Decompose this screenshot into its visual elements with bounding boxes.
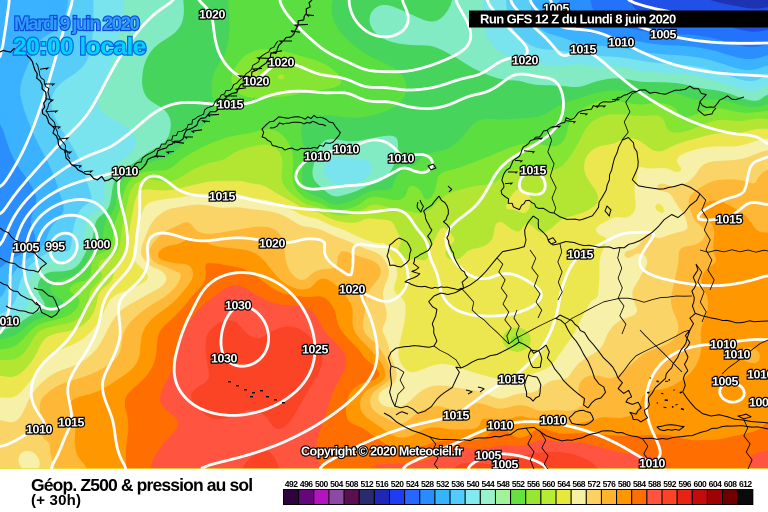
svg-text:1010: 1010 <box>540 414 566 428</box>
svg-text:1005: 1005 <box>13 241 39 255</box>
svg-text:1020: 1020 <box>339 283 365 297</box>
svg-text:1010: 1010 <box>487 419 513 433</box>
svg-text:1015: 1015 <box>58 416 84 430</box>
svg-text:1020: 1020 <box>243 75 269 89</box>
svg-text:1020: 1020 <box>512 54 538 68</box>
svg-text:1010: 1010 <box>710 338 736 352</box>
svg-text:1030: 1030 <box>211 352 237 366</box>
svg-text:1005: 1005 <box>475 449 501 463</box>
svg-text:1015: 1015 <box>520 164 546 178</box>
svg-text:1015: 1015 <box>716 213 742 227</box>
svg-text:1020: 1020 <box>199 8 225 22</box>
svg-text:1030: 1030 <box>225 299 251 313</box>
svg-text:1025: 1025 <box>302 343 328 357</box>
svg-text:1010: 1010 <box>112 165 138 179</box>
svg-text:1020: 1020 <box>259 237 285 251</box>
svg-text:1010: 1010 <box>747 368 768 382</box>
svg-text:1020: 1020 <box>268 56 294 70</box>
svg-text:1010: 1010 <box>333 143 359 157</box>
svg-text:1005: 1005 <box>492 458 518 470</box>
svg-text:1000: 1000 <box>84 238 110 252</box>
svg-text:Copyright © 2020 Meteociel.fr: Copyright © 2020 Meteociel.fr <box>301 445 463 459</box>
svg-text:1015: 1015 <box>570 43 596 57</box>
svg-text:1010: 1010 <box>26 423 52 437</box>
svg-text:1010: 1010 <box>388 152 414 166</box>
svg-text:Mardi 9 juin 2020: Mardi 9 juin 2020 <box>14 14 139 35</box>
svg-text:1015: 1015 <box>217 98 243 112</box>
svg-text:995: 995 <box>45 240 65 254</box>
svg-text:1015: 1015 <box>498 373 524 387</box>
svg-text:20:00 locale: 20:00 locale <box>13 34 146 61</box>
svg-text:1010: 1010 <box>608 36 634 50</box>
svg-text:1010: 1010 <box>724 348 750 362</box>
svg-text:1015: 1015 <box>443 409 469 423</box>
svg-text:1015: 1015 <box>567 248 593 262</box>
svg-text:1010: 1010 <box>0 315 19 329</box>
svg-text:1015: 1015 <box>209 190 235 204</box>
svg-text:1005: 1005 <box>712 375 738 389</box>
svg-text:Run GFS 12 Z du Lundi 8 juin 2: Run GFS 12 Z du Lundi 8 juin 2020 <box>480 12 676 27</box>
svg-text:1005: 1005 <box>650 28 676 42</box>
svg-text:1005: 1005 <box>749 396 768 410</box>
svg-text:1010: 1010 <box>304 150 330 164</box>
svg-text:1010: 1010 <box>639 457 665 470</box>
